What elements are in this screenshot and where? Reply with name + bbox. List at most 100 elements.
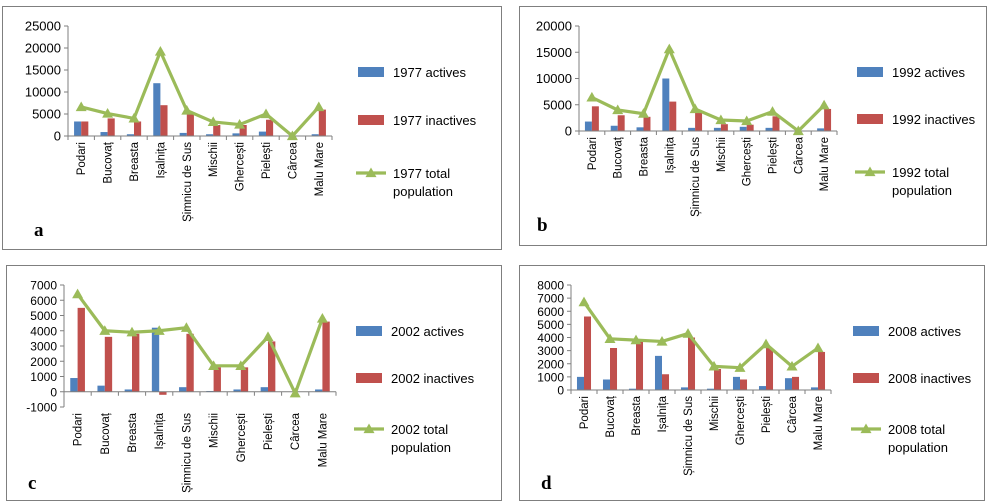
bar-inactives [772,116,780,131]
bar-inactives [720,124,728,131]
legend-label: 1992 total [892,165,949,180]
line-marker [812,342,824,353]
series-line-total [591,47,826,133]
y-tick-label: 7000 [537,292,564,306]
bar-inactives [159,391,167,395]
line-marker [715,114,727,125]
bar-inactives [662,374,670,390]
bar-actives [260,387,268,392]
chart-panel-b: 0 5000 10000 15000 20000 Podari Bucovaț Breasta… [519,6,987,246]
bar-actives [662,78,670,131]
category-label: Ghercești [236,413,248,462]
bar-inactives [591,106,599,131]
line-marker [234,119,246,129]
category-label: Pielești [768,137,780,174]
bar-actives [628,388,636,390]
category-label: Podari [579,396,591,429]
bar-inactives [636,341,644,390]
bar-actives [680,387,688,390]
bar-actives [97,385,105,392]
bar-actives [576,376,584,390]
bar-inactives [610,348,618,390]
legend-swatch [356,326,382,336]
line-marker [126,326,138,337]
bar-actives [70,378,78,392]
category-label: Șimnicu de Sus [182,142,194,222]
category-label: Malu Mare [314,142,326,196]
legend-swatch [857,67,883,77]
y-tick-label: 5000 [30,309,57,323]
category-label: Mischii [208,142,220,177]
category-label: Ghercești [735,396,747,445]
y-tick-label: 0 [50,385,57,399]
line-marker [180,322,192,332]
panel-label: a [34,220,44,241]
category-label: Șimnicu de Sus [683,396,695,476]
category-label: Mischii [709,396,721,431]
chart-panel-c: -1000 0 1000 2000 3000 4000 5000 6000 7000 Podari… [6,265,502,501]
line-marker [612,104,624,115]
y-tick-label: 1000 [30,370,57,384]
bar-inactives [714,369,722,390]
bar-inactives [77,307,85,392]
legend-swatch [853,326,879,336]
legend-swatch [853,373,879,383]
line-marker [682,328,694,338]
y-tick-label: 4000 [537,331,564,345]
bar-inactives [213,125,221,136]
bar-inactives [107,118,115,136]
bar-actives [232,133,240,136]
legend-label: 2008 total [888,422,945,437]
category-label: Ișalnița [664,136,676,173]
bar-actives [810,387,818,390]
chart-frame [6,265,502,501]
legend-label: population [391,440,451,455]
bar-actives [258,131,266,136]
category-label: Malu Mare [317,413,329,467]
bar-actives [179,132,187,136]
bar-inactives [268,341,276,392]
bar-inactives [818,351,826,390]
line-marker [208,360,220,370]
bar-actives [311,134,319,136]
series-line-total [582,301,819,370]
line-marker [792,125,804,136]
category-label: Pielești [261,142,273,179]
line-marker [689,103,701,114]
line-marker [289,387,301,398]
bar-actives [739,126,747,131]
category-label: Breasta [129,141,141,181]
category-label: Șimnicu de Sus [690,137,702,217]
line-marker [760,338,772,349]
panel-label: b [537,215,548,236]
legend-label: 1977 actives [393,65,466,80]
y-tick-label: 6000 [537,305,564,319]
legend-label: population [393,184,453,199]
y-tick-label: 7000 [30,279,57,293]
category-label: Podari [73,413,85,446]
legend-swatch [358,67,384,77]
category-label: Ișalnița [657,395,669,432]
y-tick-label: 1000 [537,370,564,384]
line-marker [630,334,642,345]
legend-marker [864,166,876,177]
category-label: Cârcea [787,395,799,433]
category-label: Ișalnița [155,141,167,178]
bar-inactives [766,348,774,390]
bar-actives [784,378,792,390]
bar-inactives [792,376,800,390]
bar-actives [610,125,618,131]
bar-inactives [104,336,113,392]
legend-label: population [892,183,952,198]
y-tick-label: 20000 [536,19,572,34]
y-tick-label: 0 [565,124,572,139]
panel-label: d [541,473,552,494]
line-marker [207,116,219,127]
legend-marker [363,423,375,434]
chart-b: 0 5000 10000 15000 20000 Podari Bucovaț Breasta… [519,6,987,246]
category-label: Malu Mare [819,137,831,191]
bar-actives [584,121,592,131]
category-label: Pielești [263,413,275,450]
category-label: Șimnicu de Sus [181,413,193,493]
